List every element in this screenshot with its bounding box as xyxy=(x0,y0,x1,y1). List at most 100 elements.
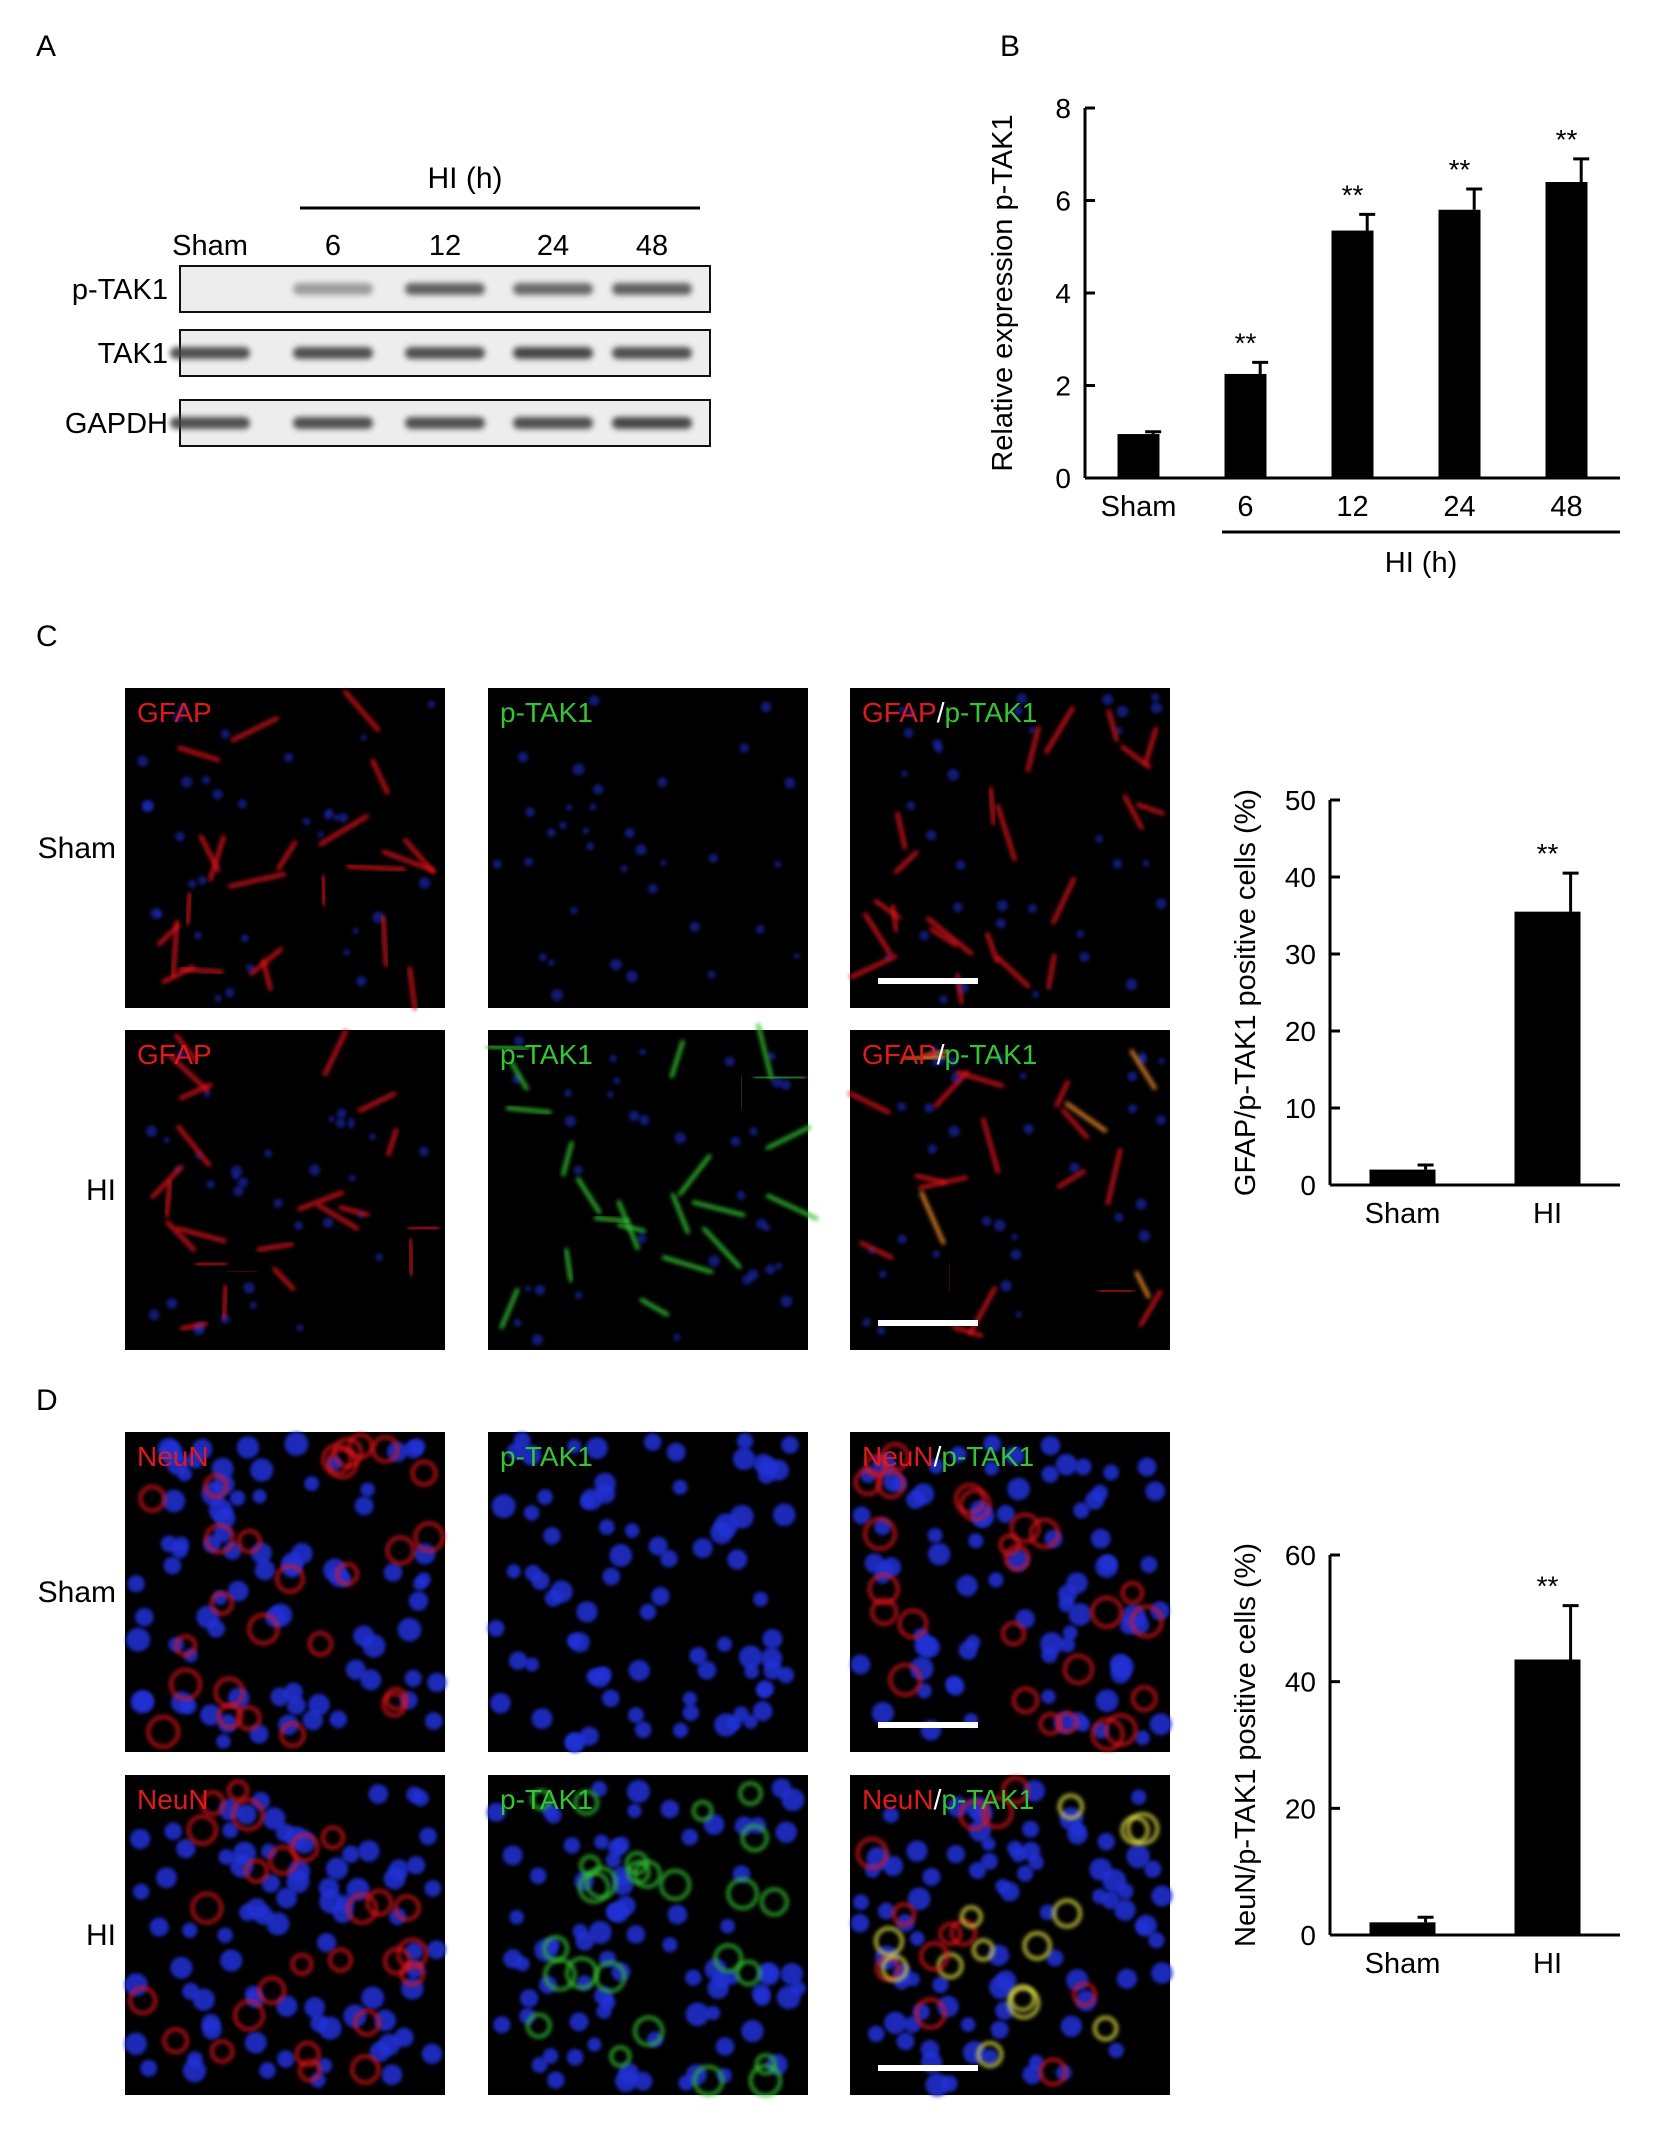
nucleus xyxy=(156,1867,177,1889)
nucleus xyxy=(216,1734,231,1749)
nucleus xyxy=(322,1217,334,1229)
nucleus xyxy=(237,799,247,809)
nucleus xyxy=(981,1216,992,1226)
nucleus xyxy=(427,1672,447,1693)
nucleus xyxy=(534,1284,546,1296)
nucleus xyxy=(162,1489,186,1513)
cell xyxy=(174,1033,198,1062)
nucleus xyxy=(397,1617,422,1642)
cell xyxy=(691,1800,714,1822)
nucleus xyxy=(546,828,556,838)
nucleus xyxy=(166,1298,178,1309)
nucleus xyxy=(993,1219,1006,1232)
blot-lane-label: 6 xyxy=(325,230,341,262)
nucleus xyxy=(1068,1603,1092,1626)
blot-band xyxy=(612,417,692,429)
cell xyxy=(1126,1812,1160,1846)
nucleus xyxy=(566,804,573,811)
blot-band xyxy=(293,283,373,295)
cell xyxy=(565,1956,599,1990)
nucleus xyxy=(570,906,578,915)
nucleus xyxy=(519,2008,536,2025)
bar xyxy=(1438,209,1481,478)
nucleus xyxy=(626,1925,646,1944)
blot-band xyxy=(513,283,593,295)
micrograph-background xyxy=(488,688,808,1008)
cell xyxy=(1104,1713,1138,1747)
nucleus xyxy=(318,2016,342,2040)
channel-label-merge: GFAP/p-TAK1 xyxy=(862,697,1037,728)
nucleus xyxy=(360,1482,375,1497)
blot-lane-label: 24 xyxy=(537,230,569,262)
nucleus xyxy=(685,2002,710,2027)
nucleus xyxy=(270,1687,290,1707)
nucleus xyxy=(509,1909,524,1925)
cell xyxy=(294,2041,321,2067)
cell xyxy=(203,1473,229,1499)
nucleus xyxy=(222,1822,239,1839)
cell xyxy=(1072,1982,1097,2007)
nucleus xyxy=(328,1116,336,1123)
nucleus xyxy=(952,902,963,913)
x-tick-label: 12 xyxy=(1336,491,1368,523)
cell xyxy=(988,786,996,826)
cell xyxy=(185,892,192,926)
cell xyxy=(1062,1653,1094,1685)
nucleus xyxy=(1138,1230,1151,1242)
nucleus xyxy=(378,2033,401,2056)
nucleus xyxy=(968,1861,987,1880)
nucleus xyxy=(176,1049,186,1060)
cell xyxy=(1120,745,1152,769)
nucleus xyxy=(1144,1860,1162,1878)
nucleus xyxy=(335,1118,346,1128)
nucleus xyxy=(592,784,604,795)
nucleus xyxy=(124,1973,148,1997)
nucleus xyxy=(201,1481,226,1506)
cell xyxy=(1061,1108,1089,1140)
nucleus xyxy=(1148,1932,1165,1949)
cell xyxy=(186,1814,218,1846)
nucleus xyxy=(212,789,223,800)
y-tick-label: 6 xyxy=(1055,186,1071,217)
nucleus xyxy=(906,801,916,811)
nucleus xyxy=(729,1504,754,1529)
nucleus xyxy=(706,2005,721,2021)
nucleus xyxy=(186,2051,203,2068)
nucleus xyxy=(358,1840,380,1862)
nucleus xyxy=(206,1180,215,1189)
nucleus xyxy=(682,1704,700,1721)
nucleus xyxy=(563,1837,581,1854)
cell xyxy=(1122,794,1144,831)
nucleus xyxy=(1155,898,1167,909)
nucleus xyxy=(148,1309,160,1321)
nucleus xyxy=(919,930,930,941)
nucleus xyxy=(1074,1458,1092,1476)
nucleus xyxy=(983,1435,1002,1453)
nucleus xyxy=(427,700,436,708)
cell xyxy=(1129,1049,1157,1090)
cell xyxy=(510,1061,529,1091)
nucleus xyxy=(486,1802,506,1822)
cell xyxy=(735,1959,762,1986)
cell xyxy=(210,2039,235,2064)
x-tick-label: 6 xyxy=(1237,491,1253,523)
nucleus xyxy=(1095,1689,1119,1713)
cell xyxy=(848,1091,891,1115)
nucleus xyxy=(233,1185,244,1197)
scale-bar xyxy=(878,2065,978,2071)
cell xyxy=(726,1877,759,1910)
nucleus xyxy=(182,1922,198,1938)
nucleus xyxy=(249,1301,257,1309)
nucleus xyxy=(237,1177,249,1188)
cell xyxy=(346,864,406,872)
channel-label-target: p-TAK1 xyxy=(500,1784,593,1815)
nucleus xyxy=(326,808,333,816)
nucleus xyxy=(610,958,622,971)
nucleus xyxy=(1128,1104,1138,1114)
nucleus xyxy=(171,1541,189,1559)
cell xyxy=(1131,1685,1158,1712)
cell xyxy=(236,1705,262,1731)
cell xyxy=(1009,1512,1041,1544)
y-tick-label: 2 xyxy=(1055,371,1071,402)
nucleus xyxy=(217,1927,233,1943)
